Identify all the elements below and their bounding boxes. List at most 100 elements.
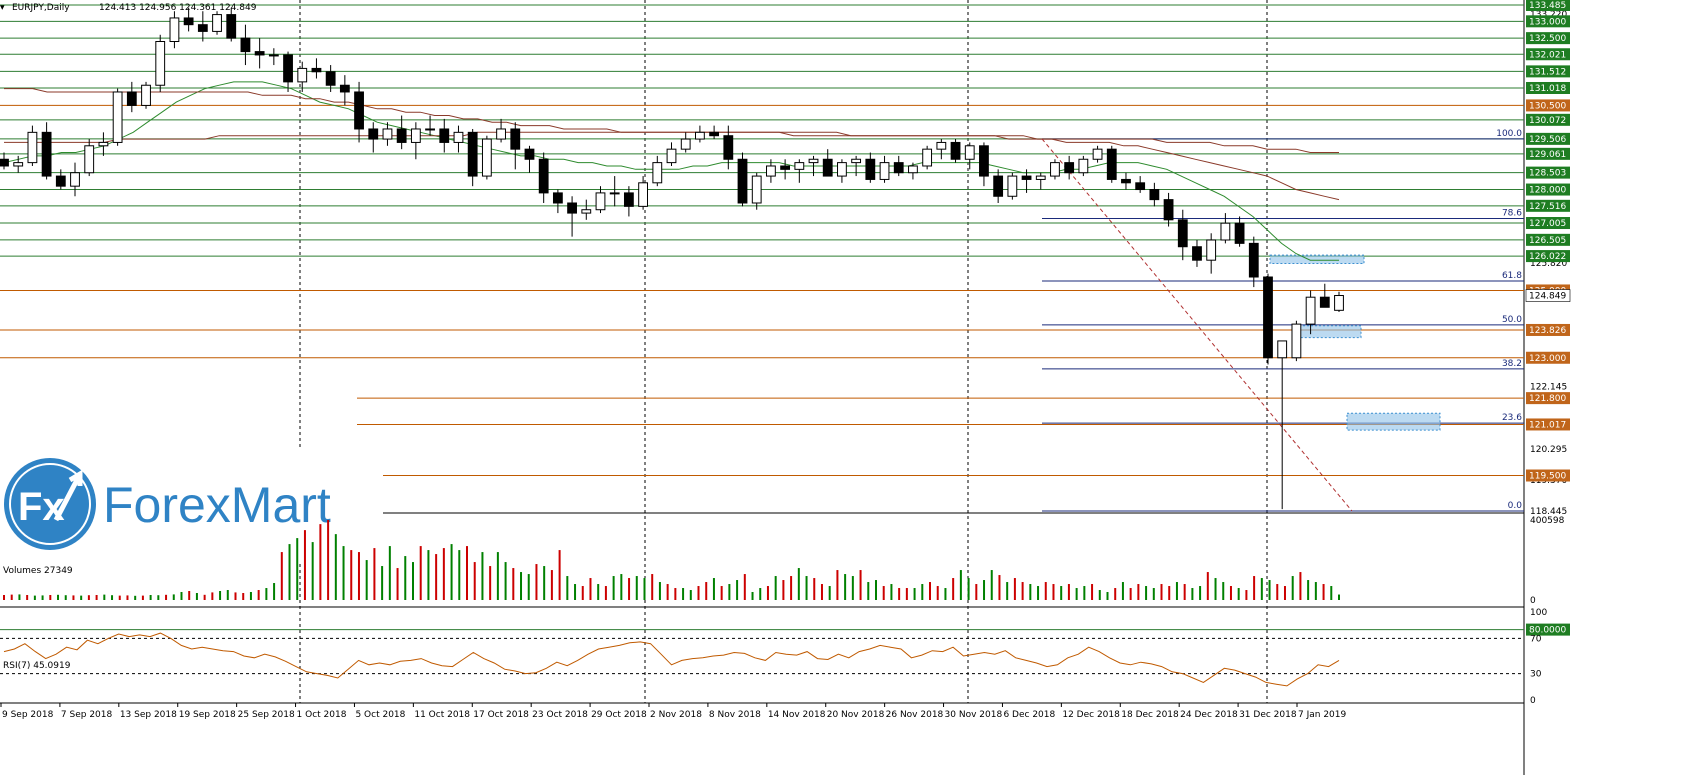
rsi-tick-4: 0: [1530, 696, 1536, 706]
candle-body-28: [396, 128, 407, 143]
candle-body-71: [1007, 175, 1018, 197]
candle-body-57: [808, 158, 819, 164]
candle-body-5: [70, 172, 80, 187]
level-badge-text-8: 129.506: [1529, 135, 1566, 145]
time-label-7: 11 Oct 2018: [414, 710, 470, 720]
candle-body-87: [1234, 222, 1245, 244]
level-badge-text-10: 128.503: [1529, 169, 1566, 179]
candle-body-82: [1163, 199, 1174, 221]
candle-body-44: [623, 192, 634, 207]
candle-body-76: [1078, 158, 1089, 174]
rsi-tick-1: 80.0000: [1529, 626, 1566, 636]
candle-body-43: [609, 192, 620, 195]
candle-body-75: [1064, 162, 1075, 174]
forexmart-logo: Fx ForexMart: [0, 447, 383, 561]
candle-body-42: [595, 192, 606, 211]
rsi-80-badge: [1526, 623, 1570, 636]
candle-body-55: [780, 165, 791, 170]
candle-body-16: [226, 14, 237, 39]
time-label-11: 2 Nov 2018: [650, 710, 702, 720]
level-badge-text-3: 132.021: [1529, 50, 1566, 60]
candle-body-14: [197, 24, 208, 32]
zone-pivot-zone: [1294, 325, 1362, 339]
candle-body-88: [1248, 242, 1259, 278]
level-badge-3: [1526, 48, 1570, 61]
time-label-12: 8 Nov 2018: [709, 710, 761, 720]
level-badge-text-9: 129.061: [1529, 150, 1566, 160]
trend-line-dashed: [1041, 138, 1353, 512]
candlesticks: [0, 7, 1344, 510]
level-badge-4: [1526, 65, 1570, 78]
candle-body-39: [552, 192, 563, 204]
rsi-panel-title: RSI(7) 45.0919: [3, 661, 71, 671]
level-badge-text-14: 126.505: [1529, 236, 1566, 246]
volume-panel-title: Volumes 27349: [3, 566, 73, 576]
level-badge-2: [1526, 32, 1570, 45]
candle-body-41: [581, 209, 592, 214]
candle-body-35: [496, 128, 506, 140]
candle-body-54: [766, 165, 776, 177]
candle-body-67: [950, 141, 961, 160]
candle-body-80: [1135, 182, 1146, 191]
candle-body-30: [425, 128, 435, 131]
candle-body-15: [212, 14, 222, 32]
time-label-5: 1 Oct 2018: [297, 710, 347, 720]
candle-body-50: [709, 131, 720, 137]
candle-body-63: [893, 162, 904, 174]
candle-body-7: [98, 141, 109, 147]
candle-body-24: [339, 84, 350, 93]
level-badge-5: [1526, 81, 1570, 94]
time-label-16: 30 Nov 2018: [945, 710, 1003, 720]
logo-mark: Fx: [18, 485, 65, 529]
candle-body-77: [1092, 148, 1103, 160]
candle-body-33: [467, 131, 478, 177]
candle-body-93: [1319, 296, 1330, 308]
level-badge-11: [1526, 183, 1570, 196]
level-badge-text-7: 130.072: [1529, 116, 1566, 126]
highlight-zones: [1269, 254, 1441, 431]
candle-body-19: [268, 54, 279, 57]
candle-body-65: [922, 148, 933, 167]
logo-arrow-icon: [53, 469, 83, 522]
candle-body-25: [354, 91, 364, 130]
time-label-15: 26 Nov 2018: [886, 710, 944, 720]
time-label-9: 23 Oct 2018: [532, 710, 588, 720]
candle-body-13: [183, 17, 194, 26]
candle-body-11: [155, 41, 166, 86]
rsi-tick-2: 70: [1530, 634, 1542, 644]
level-badge-text-6: 130.500: [1529, 101, 1566, 111]
price-tick-26: 120.295: [1530, 445, 1567, 455]
candle-body-79: [1121, 178, 1131, 184]
candle-body-2: [27, 131, 38, 164]
volume-panel: 400598 0: [3, 516, 1565, 606]
volume-max-label: 400598: [1530, 516, 1565, 526]
price-tick-1: 133.220: [1530, 10, 1567, 20]
volume-zero-label: 0: [1530, 596, 1536, 606]
candle-body-60: [851, 158, 862, 164]
level-badge-8: [1526, 132, 1570, 145]
moving-average-brown-2: [4, 131, 1339, 153]
fib-label-5: 23.6: [1502, 413, 1522, 423]
price-tick-23: 122.145: [1530, 383, 1567, 393]
candle-body-58: [822, 158, 833, 177]
price-badges: 133.485 133.000 132.500 132.021 131.512 131.0…: [1525, 0, 1571, 482]
candle-body-3: [41, 131, 52, 177]
level-badge-text-11: 128.000: [1529, 186, 1566, 196]
chart-header-arrow-icon: ▾: [0, 3, 5, 13]
level-badge-text-12: 127.516: [1529, 202, 1566, 212]
candle-body-70: [993, 175, 1004, 197]
candle-body-6: [84, 145, 95, 174]
level-badge-text-13: 127.005: [1529, 219, 1566, 229]
candle-body-81: [1149, 189, 1160, 201]
candle-body-0: [0, 158, 9, 167]
candle-body-4: [55, 175, 66, 187]
candle-body-86: [1220, 222, 1231, 241]
zone-resistance-zone: [1269, 254, 1365, 265]
level-badge-text-0: 133.485: [1529, 1, 1566, 11]
current-price-badge: [1525, 289, 1571, 302]
time-label-2: 13 Sep 2018: [120, 710, 177, 720]
time-label-13: 14 Nov 2018: [768, 710, 826, 720]
